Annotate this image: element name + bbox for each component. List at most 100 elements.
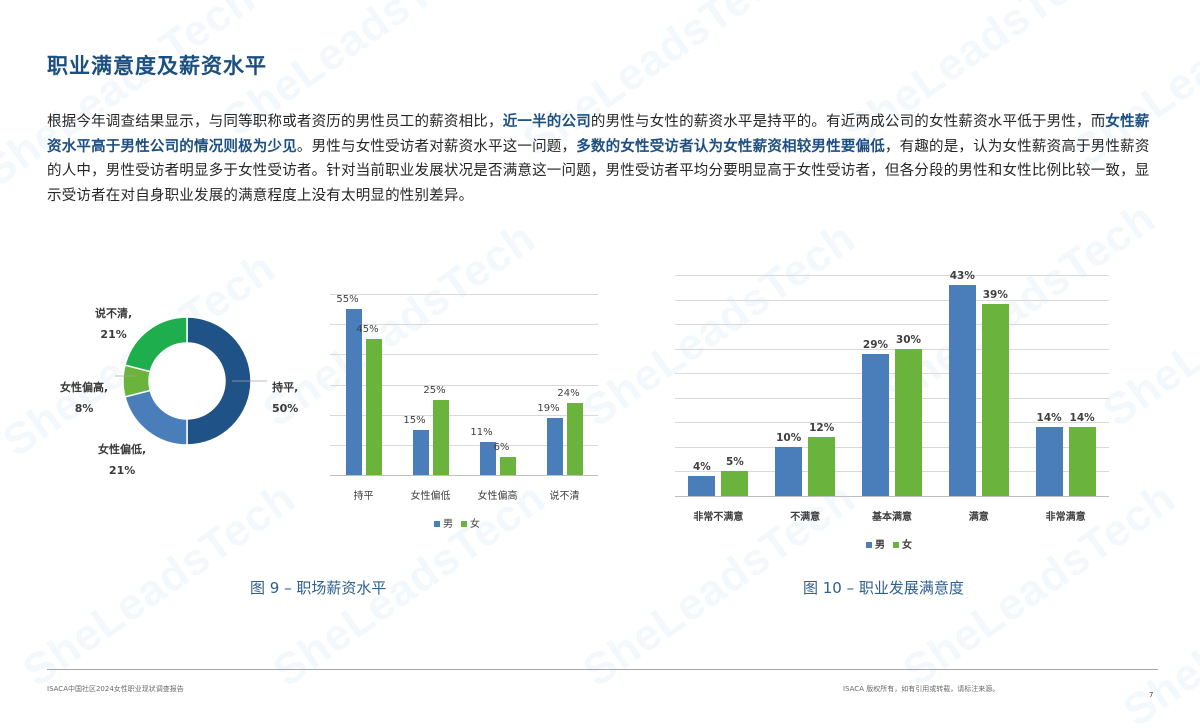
category-label: 不满意 [790,512,821,523]
gridline [330,294,598,295]
x-axis-line [330,475,598,476]
legend-male: 男 [434,515,453,530]
body-text: 根据今年调查结果显示，与同等职称或者资历的男性员工的薪资相比， [47,114,503,130]
data-label: 45% [356,324,379,336]
donut-label-female-higher: 女性偏高, 8% [60,381,109,415]
gridline [675,299,1109,301]
body-text: 。男性与女性受访者对薪资水平这一问题， [296,138,577,155]
bar-male [948,284,976,496]
legend-female-swatch-icon [893,542,899,548]
data-label: 39% [982,289,1008,302]
bar-male [412,429,429,475]
category-label: 女性偏低 [410,491,451,502]
data-label: 43% [949,269,975,282]
bar-male [775,446,803,496]
bar-male [1035,427,1063,496]
category-label: 非常满意 [1045,512,1086,523]
gridline [675,275,1109,276]
gridline [675,373,1109,375]
bar-male [345,309,362,475]
gridline [675,397,1109,399]
donut-svg [115,316,267,446]
bar-male [546,417,563,475]
gridline [675,471,1109,473]
salary-donut-chart: 说不清, 21% 女性偏高, 8% 持平, 50% 女性偏低, 21% [60,295,320,477]
bar-female [808,437,836,496]
salary-bar-chart: 55% 45% 持平 15% 25% 女性偏低 11% 6% 女性偏高 19% 24% 说不清 [330,294,598,502]
body-text: ，有趣的是，认为女性薪资高于男性薪资的人中，男性受访者明显多于女性受访者。针对当… [47,138,1150,204]
bar-female [895,348,922,496]
body-text: 的男性与女性的薪资水平是持平的。有近两成公司的女性薪资水平低于男性，而 [590,114,1106,130]
category-label: 非常不满意 [693,512,744,523]
data-label: 25% [423,384,446,396]
data-label: 19% [537,402,560,414]
footer-copyright: ISACA 版权所有，如有引用或转载，请标注来源。 [843,685,1000,693]
data-label: 14% [1036,412,1062,425]
donut-slice-flat [186,316,252,446]
gridline [675,422,1109,424]
data-label: 14% [1069,412,1095,425]
bar-male [862,353,889,496]
data-label: 15% [403,414,426,426]
data-label: 11% [470,426,493,438]
bar-male [479,441,496,475]
category-label: 女性偏高 [477,491,518,502]
footer-report-title: ISACA中国社区2024女性职业现状调查报告 [47,685,184,693]
page-title: 职业满意度及薪资水平 [47,54,267,78]
bar-female [981,304,1009,496]
legend-female: 女 [461,515,480,530]
watermark-text: SheLeadsTech [1114,512,1200,728]
highlight-text: 近一半的公司 [502,114,591,130]
gridline [330,384,598,386]
watermark-text: SheLeadsTech [1094,212,1200,437]
data-label: 4% [692,461,711,474]
figure-9-caption: 图 9 – 职场薪资水平 [250,579,387,597]
donut-slice-female-lower [124,389,188,446]
bar-female [365,339,382,475]
salary-bar-legend: 男 女 [434,515,480,530]
category-label: 说不清 [549,491,580,502]
donut-label-unclear: 说不清, 21% [95,307,133,341]
donut-label-flat: 持平, 50% [272,381,299,415]
data-label: 29% [862,338,889,351]
gridline [675,446,1109,448]
gridline [675,324,1109,326]
gridline [330,444,598,446]
legend-male-swatch-icon [866,542,872,548]
data-label: 5% [725,456,744,469]
legend-female: 女 [893,536,912,551]
footer-divider [47,669,1158,670]
bar-female [566,402,583,475]
category-label: 持平 [353,491,374,502]
satisfaction-bar-legend: 男 女 [866,536,912,551]
gridline [330,354,598,356]
gridline [675,348,1109,350]
highlight-text: 女性薪资水平高于男性公司的情况则极为少见 [47,114,1150,155]
bar-female [721,471,749,496]
gridline [330,414,598,416]
page-number: 7 [1149,691,1154,699]
legend-male: 男 [866,536,885,551]
category-label: 基本满意 [872,512,912,523]
data-label: 24% [557,387,580,399]
data-label: 55% [336,294,359,306]
data-label: 30% [895,333,922,346]
legend-male-swatch-icon [434,521,440,527]
satisfaction-bar-chart: 4% 5% 非常不满意 10% 12% 不满意 29% 30% 基本满意 43% 39% 满意 14% 1… [675,270,1109,523]
category-label: 满意 [968,512,989,523]
donut-slice-unclear [124,316,188,373]
figure-10-caption: 图 10 – 职业发展满意度 [803,579,964,597]
bar-female [499,456,516,475]
data-label: 6% [493,441,510,453]
x-axis-line [675,496,1109,497]
bar-female [432,399,449,475]
bar-male [688,476,716,496]
intro-paragraph: 根据今年调查结果显示，与同等职称或者资历的男性员工的薪资相比，近一半的公司的男性… [47,110,1157,208]
highlight-text: 多数的女性受访者认为女性薪资相较男性要偏低 [576,138,885,155]
data-label: 12% [809,422,835,435]
bar-female [1068,427,1096,496]
legend-female-swatch-icon [461,521,467,527]
data-label: 10% [776,431,802,444]
gridline [330,324,598,326]
donut-label-female-lower: 女性偏低, 21% [98,443,147,477]
